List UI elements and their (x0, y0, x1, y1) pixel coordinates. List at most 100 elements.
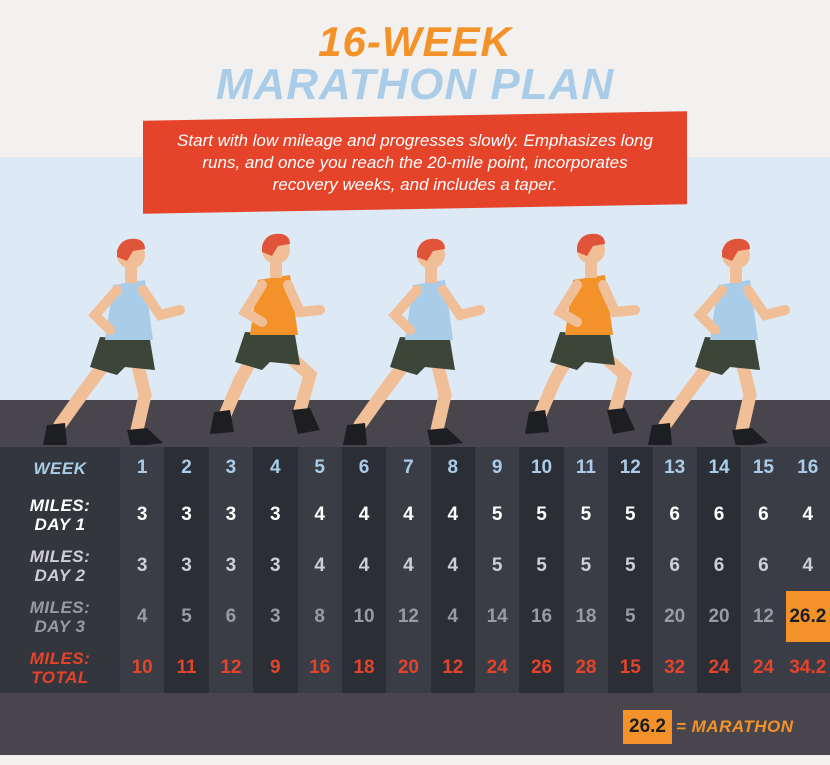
table-cell: 4 (785, 540, 830, 591)
legend-value: 26.2 (623, 710, 672, 744)
table-cell: 18 (563, 591, 609, 642)
day3-row: MILES: DAY 3 4 5 6 3 8 10 12 4 14 16 18 5 20 20 12 26.2 (0, 591, 830, 642)
table-cell: 3 (164, 489, 209, 540)
table-cell: 7 (386, 447, 431, 489)
week-row: WEEK 1 2 3 4 5 6 7 8 9 10 11 12 13 14 15 16 (0, 447, 830, 489)
table-cell: 4 (430, 489, 475, 540)
table-cell: 14 (696, 447, 742, 489)
table-cell: 6 (741, 540, 786, 591)
table-cell: 6 (208, 591, 254, 642)
table-cell: 13 (652, 447, 697, 489)
table-cell: 32 (652, 642, 697, 693)
table-cell: 12 (208, 642, 254, 693)
table-cell: 26 (519, 642, 564, 693)
table-cell: 5 (297, 447, 342, 489)
table-cell: 4 (297, 489, 342, 540)
table-cell: 4 (430, 540, 475, 591)
table-cell: 3 (120, 540, 165, 591)
table-cell: 4 (386, 540, 431, 591)
table-cell: 12 (430, 642, 475, 693)
row-label: MILES: DAY 2 (0, 540, 120, 591)
table-cell: 12 (741, 591, 786, 642)
runners-illustration (0, 220, 830, 445)
row-label: MILES: TOTAL (0, 642, 120, 693)
table-cell: 6 (652, 489, 697, 540)
legend: 26.2 = MARATHON (623, 710, 794, 744)
row-label: WEEK (0, 447, 120, 489)
table-cell: 15 (608, 642, 653, 693)
runner-2 (210, 234, 320, 434)
table-cell: 6 (652, 540, 697, 591)
table-cell: 6 (696, 489, 742, 540)
table-cell: 20 (386, 642, 431, 693)
row-label-line: MILES: (29, 495, 91, 515)
table-cell: 24 (696, 642, 742, 693)
table-cell: 3 (208, 540, 254, 591)
row-label-line: MILES: (29, 648, 91, 668)
table-cell: 3 (253, 489, 298, 540)
table-cell: 6 (741, 489, 786, 540)
runner-1 (43, 239, 180, 445)
table-cell: 5 (563, 489, 609, 540)
table-cell: 28 (563, 642, 609, 693)
table-cell: 10 (120, 642, 165, 693)
table-cell: 5 (475, 540, 520, 591)
table-cell: 12 (608, 447, 653, 489)
table-cell: 9 (253, 642, 298, 693)
table-cell: 8 (430, 447, 475, 489)
row-label: MILES: DAY 1 (0, 489, 120, 540)
table-cell: 6 (696, 540, 742, 591)
table-cell: 20 (696, 591, 742, 642)
table-cell: 11 (563, 447, 609, 489)
table-cell: 11 (164, 642, 209, 693)
table-cell: 16 (297, 642, 342, 693)
title-line-1: 16-WEEK (318, 18, 512, 65)
table-cell: 1 (120, 447, 165, 489)
row-label-line: MILES: (29, 597, 91, 617)
table-cell: 5 (519, 489, 564, 540)
row-label-line: TOTAL (31, 667, 89, 687)
table-cell: 4 (341, 540, 387, 591)
table-cell: 14 (475, 591, 520, 642)
table-cell: 4 (430, 591, 475, 642)
table-cell: 15 (741, 447, 786, 489)
table-cell: 5 (608, 591, 653, 642)
title-line-2: MARATHON PLAN (215, 60, 615, 109)
description-text: Start with low mileage and progresses sl… (177, 130, 653, 194)
table-cell: 4 (297, 540, 342, 591)
total-row: MILES: TOTAL 10 11 12 9 16 18 20 12 24 26 28 15 32 24 24… (0, 642, 830, 693)
table-cell: 9 (475, 447, 520, 489)
table-cell: 5 (475, 489, 520, 540)
table-cell: 34.2 (785, 642, 830, 693)
legend-text: = MARATHON (675, 717, 794, 736)
table-cell: 26.2 (785, 591, 830, 642)
table-cell: 24 (741, 642, 786, 693)
table-cell: 10 (519, 447, 564, 489)
table-cell: 5 (519, 540, 564, 591)
row-label-line: DAY 2 (34, 565, 86, 585)
table-cell: 5 (608, 489, 653, 540)
runner-5 (648, 239, 785, 445)
table-cell: 3 (120, 489, 165, 540)
table-cell: 4 (341, 489, 387, 540)
table-cell: 5 (608, 540, 653, 591)
table-cell: 16 (785, 447, 830, 489)
row-label: MILES: DAY 3 (0, 591, 120, 642)
row-label-line: WEEK (33, 458, 87, 478)
table-cell: 24 (475, 642, 520, 693)
row-label-line: DAY 1 (34, 514, 86, 534)
table-cell: 10 (341, 591, 387, 642)
table-cell: 4 (785, 489, 830, 540)
table-cell: 2 (164, 447, 209, 489)
table-cell: 12 (386, 591, 431, 642)
table-cell: 16 (519, 591, 564, 642)
description-banner: Start with low mileage and progresses sl… (143, 111, 687, 214)
row-label-line: MILES: (29, 546, 91, 566)
runner-3 (343, 239, 480, 445)
table-cell: 4 (386, 489, 431, 540)
table-cell: 3 (253, 540, 298, 591)
table-cell: 8 (297, 591, 342, 642)
